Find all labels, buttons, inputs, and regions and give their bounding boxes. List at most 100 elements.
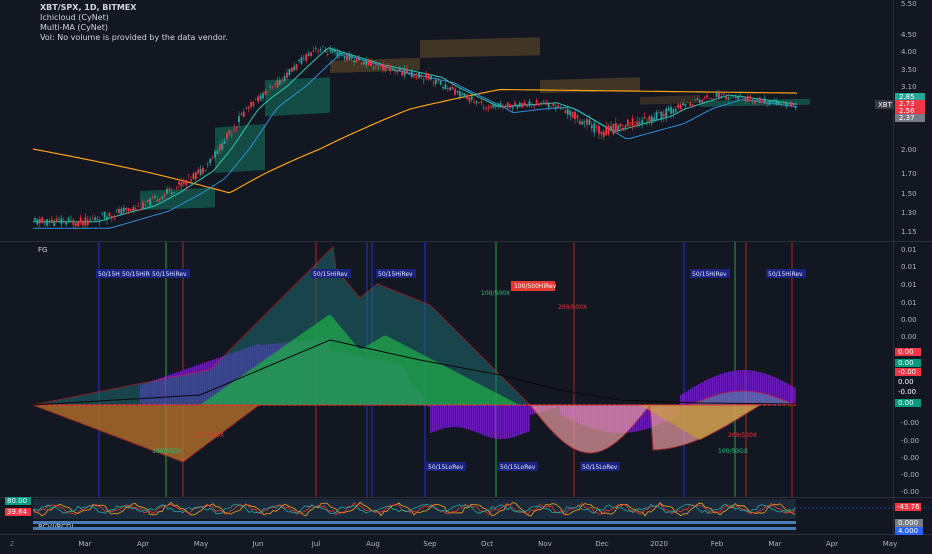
candle-body <box>422 79 425 81</box>
candle-body <box>744 97 747 102</box>
candle-body <box>494 105 497 108</box>
indicator-multi-ma-label[interactable]: Multi-MA (CyNet) <box>40 23 108 32</box>
fg-histogram-bar <box>772 376 774 405</box>
fg-event-label: 200/500X <box>728 432 757 439</box>
fg-histogram-bar <box>502 405 504 439</box>
price-candles <box>34 45 797 230</box>
candle-body <box>245 108 248 109</box>
candle-body <box>290 67 293 72</box>
candle-body <box>667 107 670 111</box>
candle-body <box>547 103 550 108</box>
candle-body <box>470 96 473 100</box>
candle-body <box>782 102 785 104</box>
candle-body <box>775 99 778 105</box>
candle-body <box>473 101 476 103</box>
candle-body <box>307 53 310 56</box>
fg-histogram-bar <box>714 376 716 405</box>
fg-histogram-bar <box>530 405 532 415</box>
fg-event-label: 50/15HiRev <box>98 271 133 278</box>
candle-body <box>91 218 94 220</box>
candle-body <box>768 100 771 105</box>
candle-body <box>199 169 202 175</box>
candle-body <box>703 97 706 99</box>
ma-200-line <box>32 88 798 194</box>
price-axis-label: 2.00 <box>901 146 917 154</box>
candle-body <box>754 99 756 104</box>
candle-body <box>598 126 600 134</box>
fg-histogram-bar <box>754 370 756 405</box>
candle-body <box>166 189 168 194</box>
candle-body <box>58 219 60 220</box>
candle-body <box>564 110 567 114</box>
fg-event-label: 50/15HiRev <box>768 271 803 278</box>
candle-body <box>242 111 245 117</box>
candle-body <box>50 219 53 224</box>
candle-body <box>46 219 48 226</box>
time-axis-label: Nov <box>538 540 552 548</box>
price-tag <box>895 100 925 108</box>
candle-body <box>218 143 221 151</box>
fg-histogram-bar <box>694 386 696 405</box>
fg-histogram-bar <box>768 374 770 405</box>
fg-axis-label: 0.00 <box>901 316 917 324</box>
candle-body <box>137 205 140 207</box>
fg-histogram-bar <box>472 405 474 431</box>
fg-histogram-bar <box>698 384 700 405</box>
fg-histogram-bar <box>438 405 440 430</box>
candle-body <box>434 79 437 85</box>
time-axis-label: Jun <box>252 540 264 548</box>
candle-body <box>593 123 596 133</box>
candle-body <box>187 174 190 176</box>
fg-event-label: 50/15HiRev <box>692 271 727 278</box>
candle-body <box>384 65 387 72</box>
candle-body <box>442 87 444 89</box>
fg-envelope-lower <box>640 405 760 440</box>
candle-body <box>130 209 132 211</box>
fg-histogram-bar <box>700 383 702 405</box>
candle-body <box>727 97 730 100</box>
fg-axis-tag <box>895 378 921 386</box>
candle-body <box>660 111 663 120</box>
candle-body <box>482 107 485 109</box>
fg-histogram-bar <box>516 405 518 437</box>
candle-body <box>216 150 219 155</box>
fg-event-tag <box>150 269 190 278</box>
fg-event-label: 50/15HiRev <box>313 271 348 278</box>
symbol-title[interactable]: XBT/SPX, 1D, BITMEX <box>40 3 137 12</box>
candle-body <box>53 222 56 226</box>
candle-body <box>586 119 588 125</box>
fg-inner-fill <box>200 314 520 405</box>
cloud-segment <box>420 37 540 58</box>
candle-body <box>480 101 483 103</box>
fg-histogram-bar <box>704 380 706 405</box>
fg-event-tag <box>376 269 416 278</box>
candle-body <box>451 87 454 90</box>
fg-histogram-bar <box>436 405 438 431</box>
candle-body <box>602 131 605 137</box>
fg-histogram-bar <box>724 372 726 405</box>
candle-body <box>247 106 250 109</box>
candle-body <box>542 100 545 102</box>
fg-axis-tag-label: 0.00 <box>898 378 914 386</box>
price-tag <box>895 93 925 101</box>
fg-histogram-bar <box>518 405 520 436</box>
price-axis-label: 1.50 <box>901 190 917 198</box>
candle-body <box>74 223 77 226</box>
fg-histogram-bar <box>498 405 500 439</box>
candle-body <box>746 96 749 102</box>
candle-body <box>257 96 260 102</box>
candle-body <box>684 104 687 106</box>
candle-body <box>211 157 214 159</box>
fg-histogram-bar <box>496 405 498 439</box>
indicator-ichicloud-label[interactable]: Ichicloud (CyNet) <box>40 13 109 22</box>
candle-body <box>562 107 564 109</box>
candle-body <box>125 207 128 210</box>
candle-body <box>34 218 36 221</box>
candle-body <box>144 204 147 205</box>
candle-body <box>502 105 504 108</box>
fg-histogram-bar <box>764 373 766 405</box>
fg-event-label: 100/50GX <box>718 448 748 455</box>
candle-body <box>571 111 574 118</box>
candle-body <box>569 110 572 116</box>
